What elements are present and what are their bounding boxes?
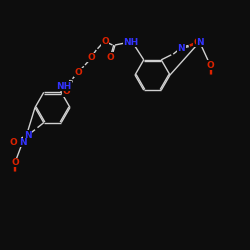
Text: O: O — [101, 37, 109, 46]
Text: O: O — [75, 68, 82, 77]
Text: O: O — [206, 60, 214, 70]
Text: N: N — [19, 138, 26, 147]
Text: N: N — [24, 131, 31, 140]
Text: O: O — [62, 88, 70, 96]
Text: N: N — [178, 44, 185, 53]
Text: NH: NH — [124, 38, 139, 47]
Text: O: O — [107, 52, 114, 62]
Text: O: O — [10, 138, 18, 147]
Text: N: N — [196, 38, 204, 47]
Text: O: O — [11, 158, 19, 167]
Text: NH: NH — [56, 82, 72, 91]
Text: O: O — [88, 53, 95, 62]
Text: O: O — [194, 38, 202, 47]
